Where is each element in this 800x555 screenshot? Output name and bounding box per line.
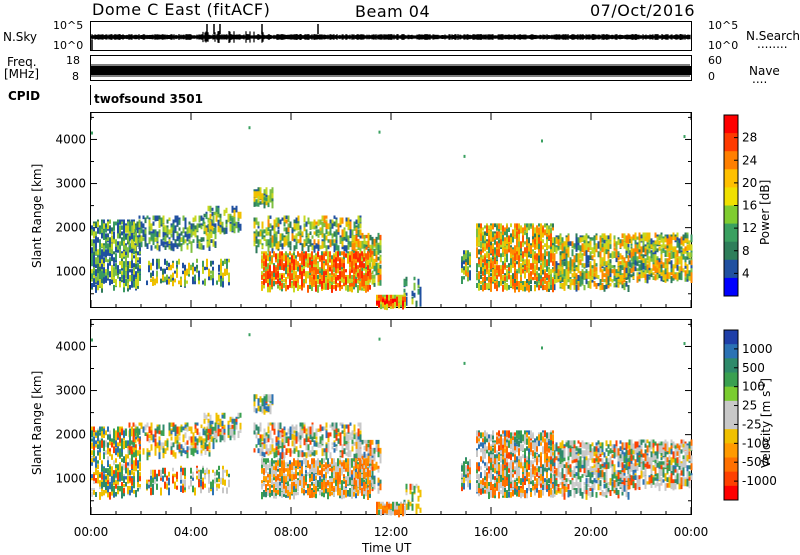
isolated-echo <box>541 346 543 350</box>
colorbar-tick-label: 8 <box>742 244 750 258</box>
colorbar-segment <box>724 386 738 402</box>
y-tick-label: 4000 <box>55 339 86 353</box>
x-axis-label: Time UT <box>362 541 412 555</box>
colorbar-segment <box>724 443 738 458</box>
colorbar-segment <box>724 115 738 134</box>
colorbar-segment <box>724 133 738 152</box>
colorbar-tick-label: 4 <box>742 266 750 280</box>
colorbar-tick-label: -100 <box>742 436 769 450</box>
echo-cells <box>376 294 404 308</box>
isolated-echo <box>463 361 466 365</box>
nave-label: Nave <box>749 64 780 78</box>
y-tick-label: 3000 <box>55 384 86 398</box>
nave-tick-bottom: 0 <box>708 70 715 83</box>
echo-cells <box>93 398 691 500</box>
beam-title: Beam 04 <box>355 2 431 21</box>
y-tick-label: 2000 <box>55 221 86 235</box>
isolated-echo <box>463 154 466 158</box>
mhz-label: [MHz] <box>4 67 40 81</box>
colorbar-tick-label: 1000 <box>742 342 773 356</box>
colorbar-segment <box>724 205 738 225</box>
echo-cells <box>91 394 691 514</box>
x-tick-label: 00:00 <box>674 525 709 539</box>
colorbar-segment <box>724 457 738 473</box>
colorbar-tick-label: 500 <box>742 361 765 375</box>
colorbar-tick-label: 100 <box>742 380 765 394</box>
colorbar-frame <box>723 329 739 501</box>
colorbar-segment <box>724 429 738 444</box>
colorbar-segment <box>724 358 738 373</box>
x-tick-label: 08:00 <box>274 525 309 539</box>
colorbar-segment <box>724 344 738 359</box>
isolated-echo <box>91 131 93 135</box>
colorbar-segment <box>724 187 738 206</box>
sky-tick-top: 10^5 <box>53 19 84 32</box>
isolated-echo <box>541 139 543 143</box>
colorbar-segment <box>724 400 738 416</box>
search-tick-bottom: 10^0 <box>708 39 739 52</box>
freq-tick-top: 18 <box>66 54 80 67</box>
colorbar-segment <box>724 485 738 501</box>
colorbar-segment <box>724 330 738 345</box>
colorbar-segment <box>724 169 738 188</box>
echo-cells <box>148 394 693 516</box>
colorbar-tick-label: 25 <box>742 399 757 413</box>
colorbar-tick-label: -500 <box>742 455 769 469</box>
echo-cells <box>263 430 693 518</box>
colorbar-tick-label: 20 <box>742 176 757 190</box>
colorbar-tick-label: -1000 <box>742 474 777 488</box>
cpid-marker <box>90 85 91 105</box>
y-tick-label: 3000 <box>55 177 86 191</box>
x-tick-label: 04:00 <box>174 525 209 539</box>
y-tick-label: 4000 <box>55 132 86 146</box>
freq-label: Freq. <box>7 55 37 69</box>
colorbar-segment <box>724 415 738 430</box>
echo-cells <box>376 501 404 515</box>
colorbar-segment <box>724 471 738 487</box>
isolated-echo <box>683 342 686 346</box>
isolated-echo <box>248 333 251 337</box>
colorbar-tick-label: 16 <box>742 199 757 213</box>
y-tick-label: 1000 <box>55 472 86 486</box>
isolated-echo <box>248 126 251 130</box>
colorbar-tick-label: 24 <box>742 153 757 167</box>
colorbar-segment <box>724 241 738 261</box>
station-title: Dome C East (fitACF) <box>92 0 271 19</box>
y-tick-label: 2000 <box>55 428 86 442</box>
nave-dots: .... <box>752 72 768 86</box>
echo-cells <box>263 251 404 310</box>
y-tick-label: 1000 <box>55 265 86 279</box>
freq-tick-bottom: 8 <box>72 70 79 83</box>
nave-tick-top: 60 <box>708 54 722 67</box>
colorbar-tick-label: 28 <box>742 131 757 145</box>
isolated-echo <box>378 130 381 134</box>
colorbar-segment <box>724 372 738 388</box>
x-tick-label: 12:00 <box>374 525 409 539</box>
isolated-echo <box>683 135 686 139</box>
colorbar-segment <box>724 259 738 279</box>
nsearch-dots: ........ <box>757 37 788 51</box>
sky-tick-bottom: 10^0 <box>53 39 84 52</box>
colorbar-segment <box>724 151 738 170</box>
cpid-label: CPID <box>8 89 41 103</box>
colorbar-segment <box>724 277 738 297</box>
colorbar-segment <box>724 223 738 243</box>
x-tick-label: 16:00 <box>474 525 509 539</box>
noise-trace <box>90 31 691 43</box>
colorbar-tick-label: -25 <box>742 417 762 431</box>
cpid-value: twofsound 3501 <box>94 92 203 106</box>
date-title: 07/Oct/2016 <box>590 1 696 20</box>
x-tick-label: 00:00 <box>74 525 109 539</box>
isolated-echo <box>91 338 93 342</box>
echo-cells <box>267 458 392 514</box>
nsky-label: N.Sky <box>3 30 38 44</box>
nsearch-label: N.Search <box>746 29 800 43</box>
colorbar-tick-label: 12 <box>742 221 757 235</box>
isolated-echo <box>378 337 381 341</box>
freq-ticks <box>90 64 690 77</box>
x-tick-label: 20:00 <box>574 525 609 539</box>
search-tick-top: 10^5 <box>708 19 739 32</box>
